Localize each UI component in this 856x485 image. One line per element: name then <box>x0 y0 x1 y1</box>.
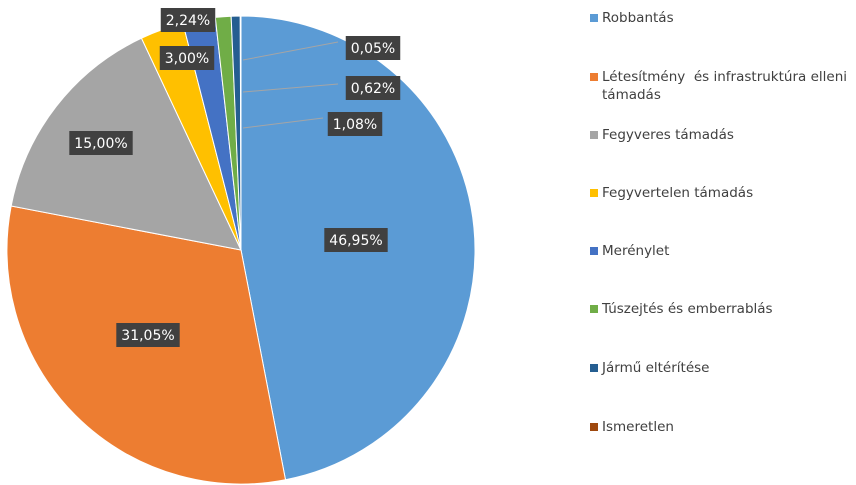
leader-line <box>242 83 339 93</box>
legend-label: Létesítmény és infrastruktúra elleni tám… <box>602 69 852 103</box>
data-label-box <box>160 8 216 32</box>
legend-item: Robbantás <box>590 9 852 27</box>
legend-item: Fegyvertelen támadás <box>590 184 852 202</box>
data-label: 2,24% <box>166 13 210 29</box>
legend-label: Merénylet <box>602 243 670 259</box>
pie-slice <box>239 15 242 251</box>
legend-label: Fegyveres támadás <box>602 127 734 143</box>
legend-label: Robbantás <box>602 10 674 26</box>
leader-line <box>242 117 324 129</box>
legend-swatch <box>590 305 598 313</box>
data-label-box <box>327 112 383 136</box>
legend-swatch <box>590 189 598 197</box>
data-label-box <box>345 36 401 60</box>
legend-item: Létesítmény és infrastruktúra elleni tám… <box>590 68 852 104</box>
legend-item: Túszejtés és emberrablás <box>590 300 852 318</box>
legend-item: Ismeretlen <box>590 418 852 436</box>
data-label-box <box>69 131 133 155</box>
data-label-box <box>345 76 401 100</box>
legend-item: Merénylet <box>590 242 852 260</box>
data-label: 0,05% <box>351 41 395 57</box>
legend-label: Fegyvertelen támadás <box>602 185 754 201</box>
legend-label: Ismeretlen <box>602 419 674 435</box>
legend-swatch <box>590 247 598 255</box>
legend-item: Fegyveres támadás <box>590 126 852 144</box>
legend-label: Jármű eltérítése <box>602 360 710 376</box>
legend-label: Túszejtés és emberrablás <box>602 301 773 317</box>
data-label: 15,00% <box>74 136 127 152</box>
legend-swatch <box>590 14 598 22</box>
data-label-box <box>116 323 180 347</box>
legend-swatch <box>590 131 598 139</box>
data-label: 1,08% <box>333 117 377 133</box>
legend-swatch <box>590 423 598 431</box>
data-label: 46,95% <box>329 233 382 249</box>
data-label: 0,62% <box>351 81 395 97</box>
data-label: 3,00% <box>165 51 209 67</box>
data-label-box <box>324 228 388 252</box>
legend-item: Jármű eltérítése <box>590 359 852 377</box>
leader-line <box>242 41 339 61</box>
legend-swatch <box>590 364 598 372</box>
data-label: 31,05% <box>121 328 174 344</box>
legend-swatch <box>590 73 598 81</box>
data-label-box <box>159 46 215 70</box>
